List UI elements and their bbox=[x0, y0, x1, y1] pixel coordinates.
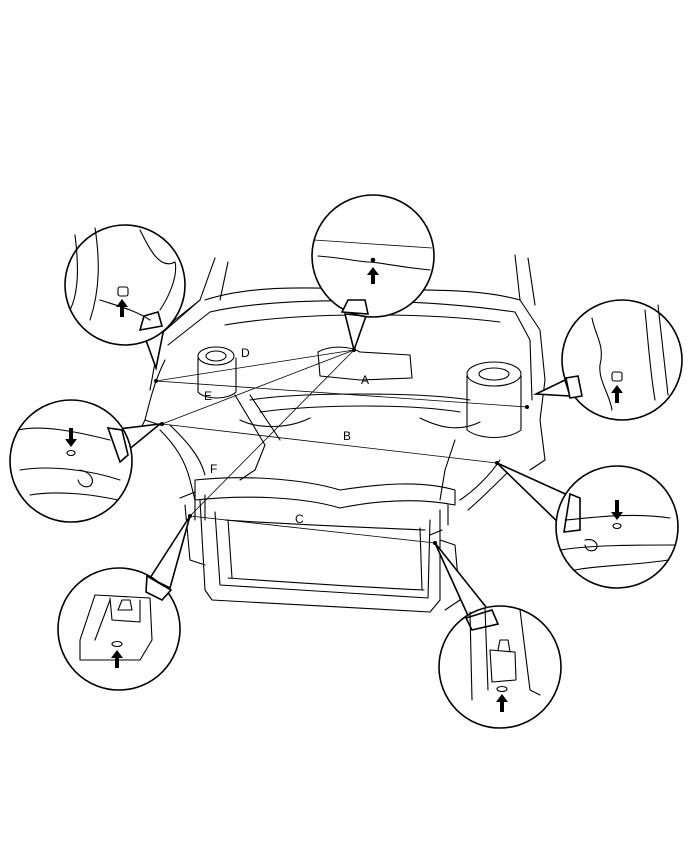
label-f: F bbox=[210, 462, 217, 476]
callout-upper-right bbox=[532, 299, 683, 421]
label-a: A bbox=[361, 373, 369, 387]
arrow-up-icon bbox=[367, 267, 379, 284]
callout-left bbox=[9, 399, 163, 523]
arrow-up-icon bbox=[496, 694, 508, 712]
vehicle-front-structure bbox=[129, 254, 546, 613]
callout-lower-left bbox=[57, 515, 191, 691]
arrow-up-icon bbox=[611, 385, 623, 403]
measurement-lines bbox=[154, 348, 529, 545]
label-c: C bbox=[295, 512, 304, 526]
callout-upper-left bbox=[64, 224, 186, 371]
measurement-labels: A B C D E F bbox=[204, 346, 369, 526]
arrow-down-icon bbox=[65, 428, 77, 447]
callout-top-center bbox=[311, 194, 435, 353]
arrow-up-icon bbox=[116, 299, 128, 317]
label-e: E bbox=[204, 389, 212, 403]
arrow-down-icon bbox=[611, 500, 623, 520]
callout-right bbox=[496, 462, 679, 589]
callout-lower-right bbox=[434, 542, 562, 729]
label-d: D bbox=[241, 346, 250, 360]
arrow-up-icon bbox=[111, 650, 123, 668]
label-b: B bbox=[343, 429, 351, 443]
